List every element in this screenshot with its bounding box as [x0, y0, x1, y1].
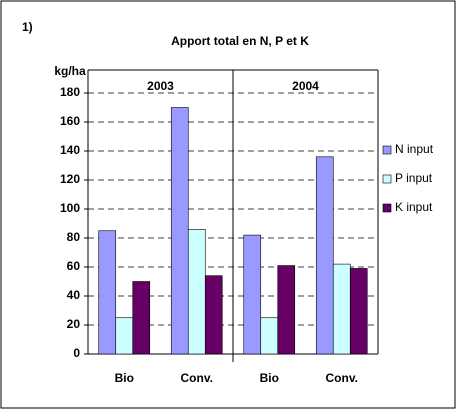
x-tick-label: Conv. [181, 371, 213, 385]
bar [98, 230, 117, 355]
bar [277, 265, 296, 355]
panel-label: 1) [22, 20, 33, 34]
bar [115, 317, 134, 355]
bar [204, 275, 223, 355]
group-label: 2003 [147, 79, 174, 93]
y-tick-label: 40 [67, 288, 81, 302]
x-tick-label: Bio [260, 371, 279, 385]
bar [260, 317, 279, 355]
legend-label: K input [395, 200, 433, 214]
legend-swatch [382, 203, 392, 213]
y-tick-label: 120 [60, 172, 80, 186]
chart-title: Apport total en N, P et K [171, 34, 309, 48]
legend-swatch [382, 174, 392, 184]
bar [243, 234, 262, 355]
y-tick-label: 180 [60, 85, 80, 99]
bar [187, 229, 206, 355]
x-tick-label: Conv. [326, 371, 358, 385]
y-tick-label: 140 [60, 143, 80, 157]
bar [132, 281, 151, 355]
y-tick-label: 60 [67, 259, 81, 273]
bar [315, 156, 334, 355]
y-axis-label: kg/ha [54, 64, 86, 78]
group-label: 2004 [292, 79, 319, 93]
legend-label: N input [395, 142, 434, 156]
legend-swatch [382, 145, 392, 155]
y-tick-label: 80 [67, 230, 81, 244]
y-tick-label: 0 [73, 346, 80, 360]
x-tick-label: Bio [115, 371, 134, 385]
legend-label: P input [395, 171, 433, 185]
y-tick-label: 100 [60, 201, 80, 215]
y-tick-label: 20 [67, 317, 81, 331]
bar [170, 107, 189, 355]
bar [332, 263, 351, 355]
y-tick-label: 160 [60, 114, 80, 128]
bar [349, 268, 368, 355]
